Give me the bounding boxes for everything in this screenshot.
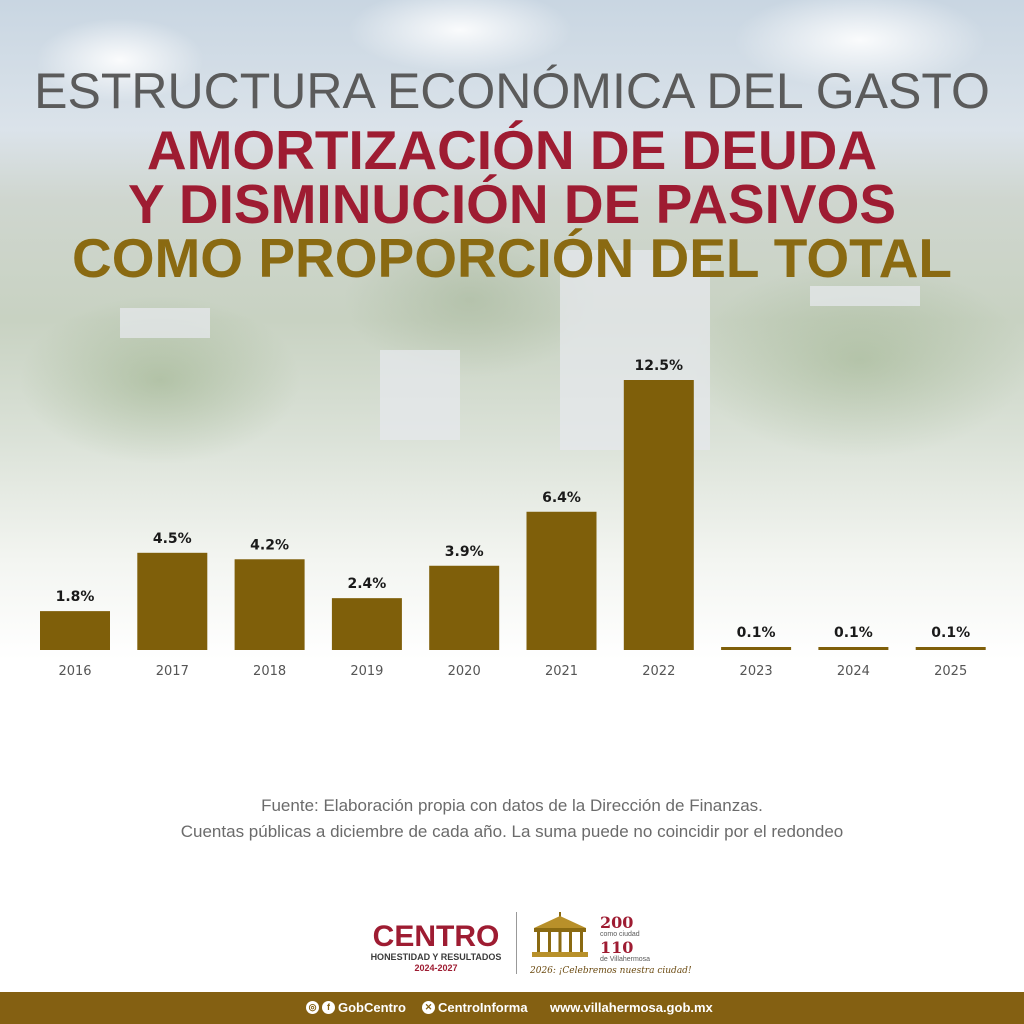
website-url: www.villahermosa.gob.mx	[550, 1000, 713, 1015]
anniversary-de-villahermosa: de Villahermosa	[600, 956, 651, 963]
x-tick-2019: 2019	[350, 664, 383, 679]
value-label-2021: 6.4%	[542, 490, 581, 506]
centro-logo: CENTRO HONESTIDAD Y RESULTADOS 2024-2027	[366, 922, 506, 974]
logo-divider	[516, 912, 517, 974]
social-x[interactable]: ✕ CentroInforma	[422, 1000, 528, 1015]
value-label-2017: 4.5%	[153, 531, 192, 547]
bar-2018	[234, 559, 305, 650]
anniversary-110: 110	[600, 938, 634, 957]
instagram-icon: ◎	[306, 1001, 319, 1014]
centro-logo-tagline: HONESTIDAD Y RESULTADOS	[370, 952, 502, 962]
bar-2016	[40, 611, 110, 650]
facebook-handle: GobCentro	[338, 1000, 406, 1015]
kiosk-icon	[532, 912, 588, 957]
bar-2022	[623, 380, 694, 650]
value-label-2022: 12.5%	[635, 358, 684, 374]
title-line-2: AMORTIZACIÓN DE DEUDA	[146, 119, 878, 181]
anniversary-logo: 200 como ciudad 110 de Villahermosa	[600, 914, 670, 964]
x-handle: CentroInforma	[438, 1000, 528, 1015]
social-facebook[interactable]: ◎ f GobCentro	[306, 1000, 406, 1015]
x-tick-2016: 2016	[58, 664, 91, 679]
footnote-note: Cuentas públicas a diciembre de cada año…	[180, 822, 844, 841]
x-tick-2023: 2023	[740, 664, 773, 679]
anniversary-200: 200	[600, 913, 634, 932]
value-label-2016: 1.8%	[56, 589, 95, 605]
footer-bar: ◎ f GobCentro ✕ CentroInforma www.villah…	[0, 992, 1024, 1024]
x-tick-2017: 2017	[156, 664, 189, 679]
x-icon: ✕	[422, 1001, 435, 1014]
value-label-2019: 2.4%	[347, 576, 386, 592]
bar-2023	[721, 647, 792, 650]
anniversary-como-ciudad: como ciudad	[600, 931, 640, 938]
x-tick-2018: 2018	[253, 664, 286, 679]
x-tick-2020: 2020	[448, 664, 481, 679]
bar-chart: 1.8% 2016 4.5% 2017 4.2% 2018 2.4% 2019 3.9% 2020…	[40, 358, 986, 679]
title-line-1: ESTRUCTURA ECONÓMICA DEL GASTO	[34, 63, 990, 119]
footnote-source: Fuente: Elaboración propia con datos de …	[261, 796, 763, 815]
x-tick-2024: 2024	[837, 664, 870, 679]
x-tick-2022: 2022	[642, 664, 675, 679]
value-label-2018: 4.2%	[250, 537, 289, 553]
bar-2025	[915, 647, 986, 650]
centro-logo-years: 2024-2027	[414, 963, 458, 973]
facebook-icon: f	[322, 1001, 335, 1014]
value-label-2020: 3.9%	[445, 544, 484, 560]
website-link[interactable]: www.villahermosa.gob.mx	[550, 1000, 713, 1015]
x-tick-2025: 2025	[934, 664, 967, 679]
bar-2019	[331, 598, 402, 650]
bar-2020	[429, 565, 500, 650]
bar-2024	[818, 647, 889, 650]
value-label-2023: 0.1%	[737, 625, 776, 641]
x-tick-2021: 2021	[545, 664, 578, 679]
value-label-2025: 0.1%	[931, 625, 970, 641]
logo-band	[0, 892, 1024, 992]
value-label-2024: 0.1%	[834, 625, 873, 641]
bar-2021	[526, 511, 597, 650]
bar-2017	[137, 552, 208, 650]
anniversary-slogan: 2026: ¡Celebremos nuestra ciudad!	[530, 966, 692, 976]
title-line-4: COMO PROPORCIÓN DEL TOTAL	[71, 227, 953, 289]
title-line-3: Y DISMINUCIÓN DE PASIVOS	[127, 173, 897, 235]
centro-logo-name: CENTRO	[372, 920, 500, 953]
